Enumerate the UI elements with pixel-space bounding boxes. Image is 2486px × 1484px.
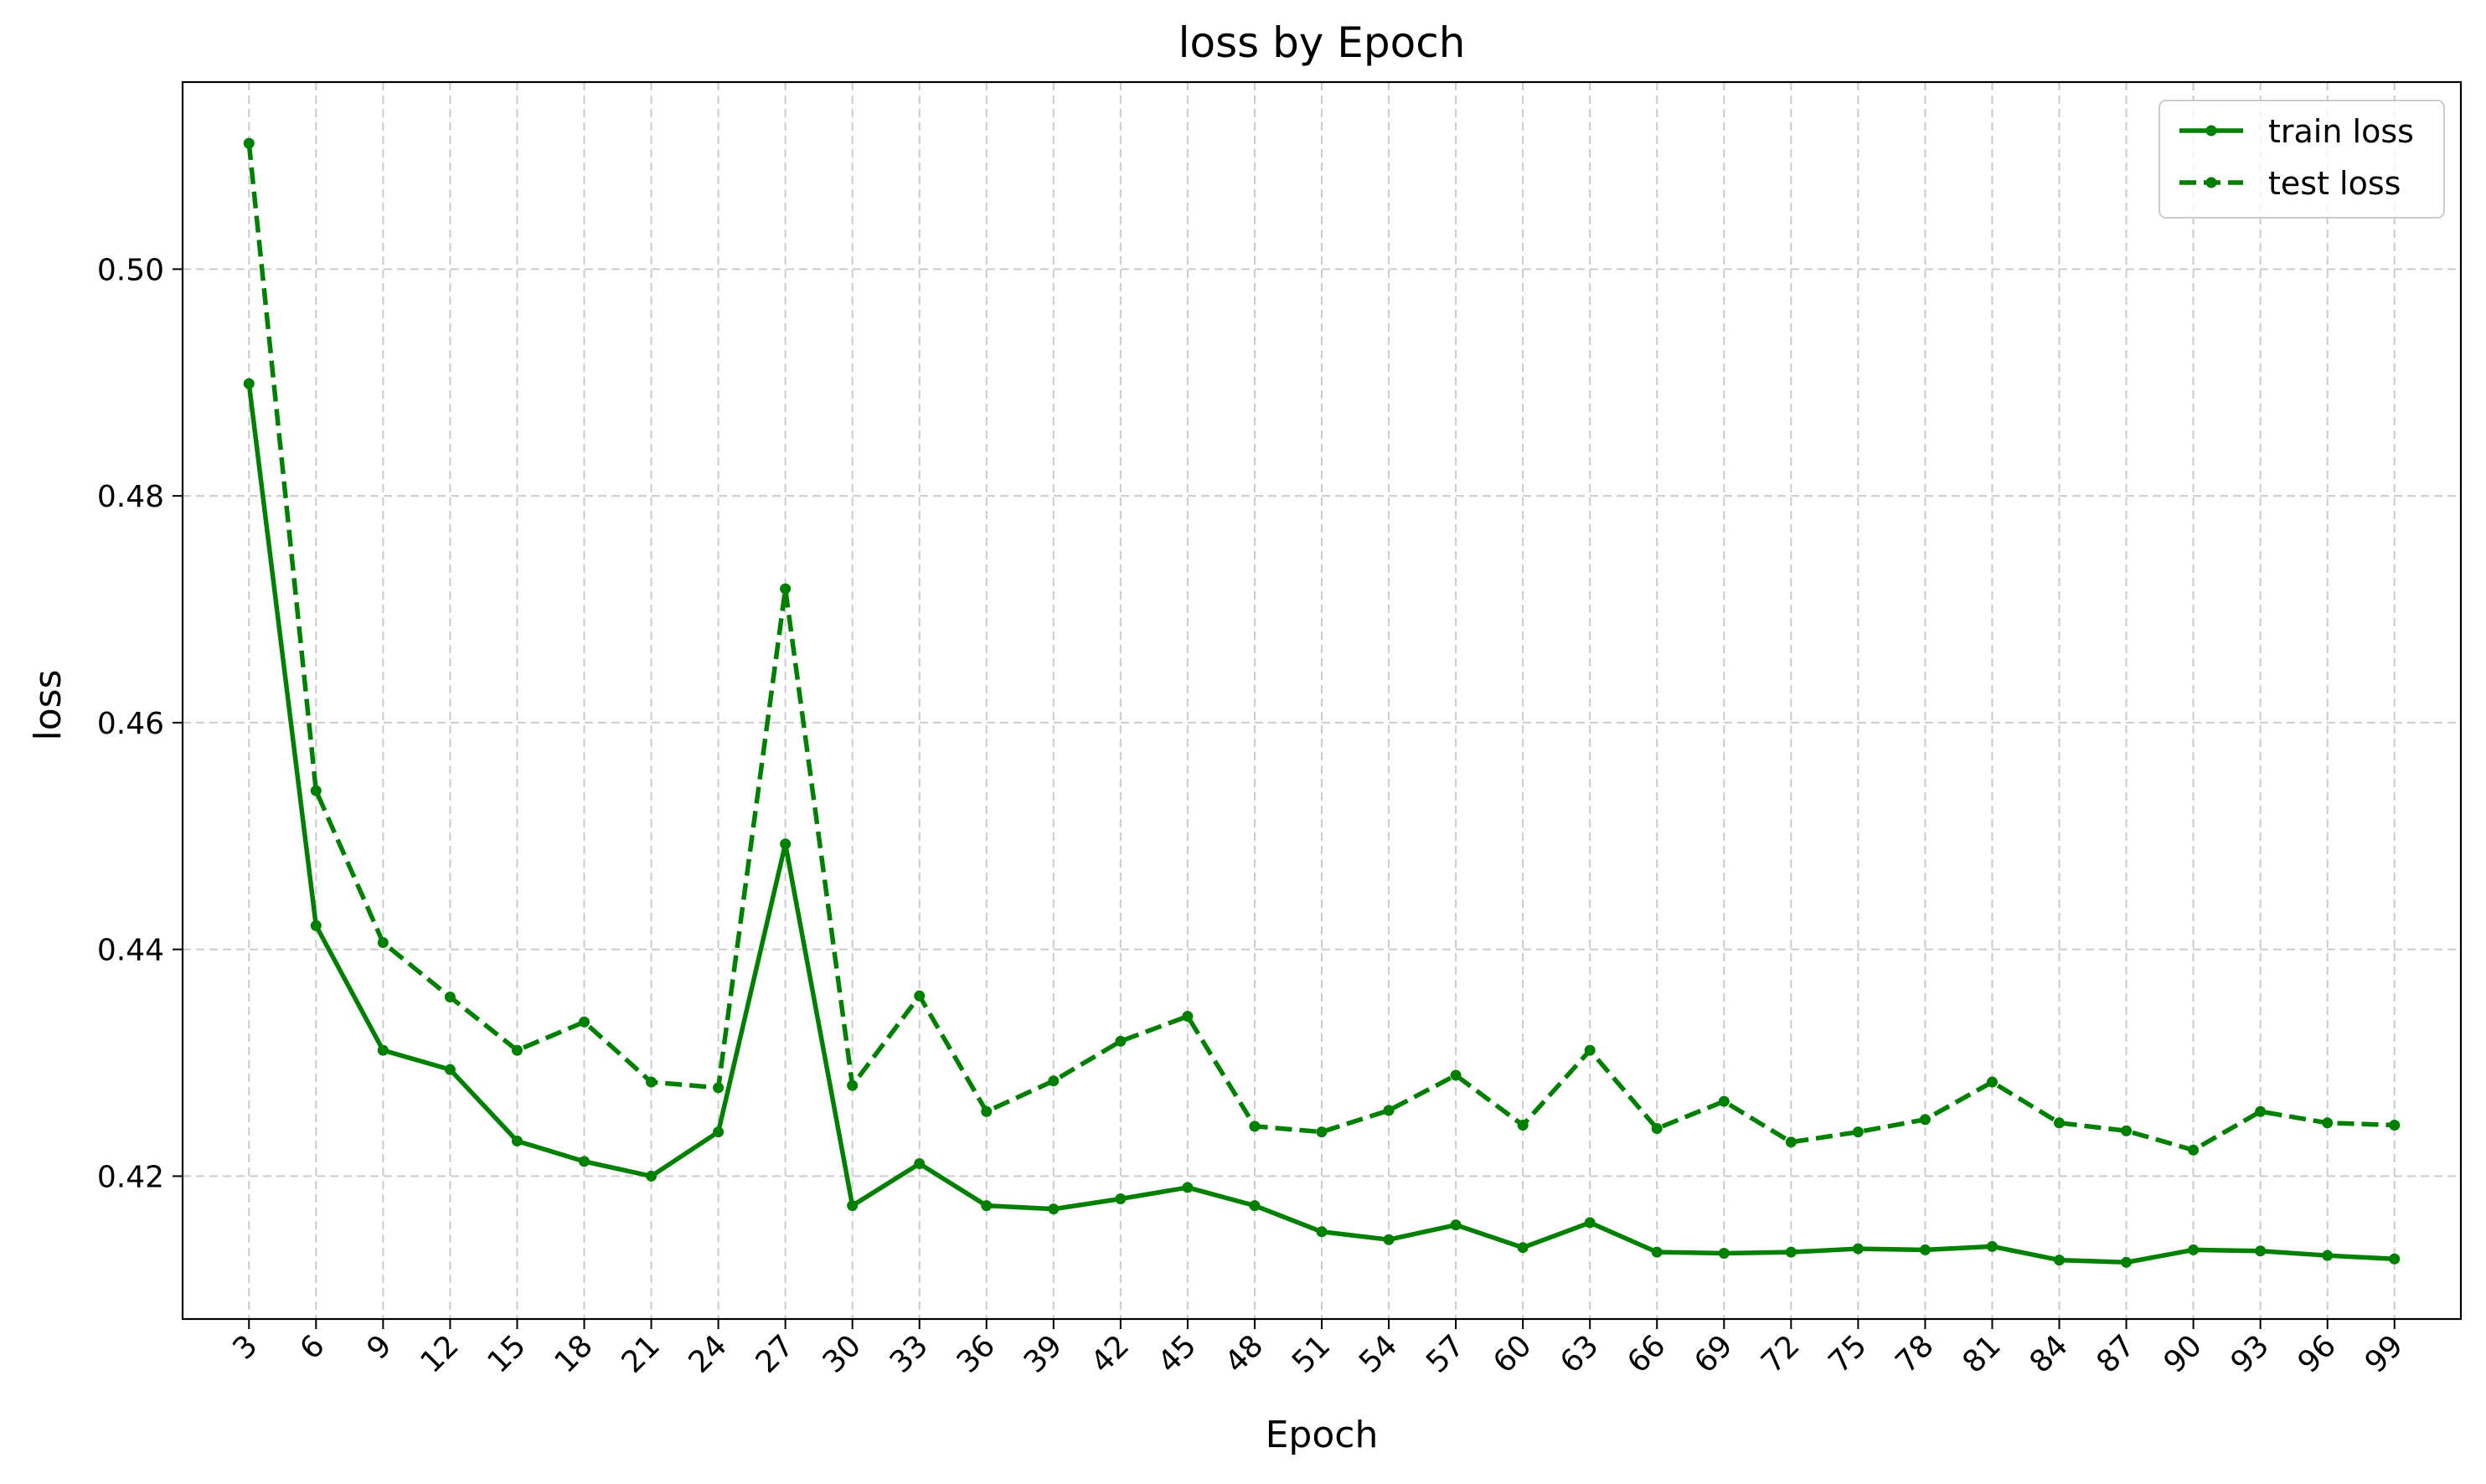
data-point-test-loss [2054, 1117, 2066, 1129]
y-tick-label: 0.46 [97, 707, 164, 741]
y-axis-label: loss [27, 670, 70, 741]
data-point-train-loss [914, 1158, 926, 1170]
legend-marker-test-loss [2205, 177, 2217, 188]
data-point-test-loss [1249, 1121, 1261, 1132]
data-point-train-loss [1584, 1217, 1596, 1229]
data-point-test-loss [1785, 1136, 1797, 1148]
data-point-test-loss [847, 1080, 859, 1091]
series-train-loss [243, 378, 2401, 1268]
y-tick-label: 0.42 [97, 1160, 164, 1194]
legend: train loss test loss [2158, 100, 2445, 219]
legend-marker-train-loss [2205, 125, 2217, 137]
data-point-test-loss [2389, 1119, 2401, 1131]
data-point-test-loss [377, 937, 389, 949]
data-point-test-loss [243, 137, 255, 149]
data-point-test-loss [1852, 1126, 1864, 1138]
y-tick-label: 0.50 [97, 253, 164, 287]
data-point-test-loss [1919, 1114, 1931, 1126]
data-point-test-loss [1986, 1076, 1998, 1088]
data-point-train-loss [377, 1044, 389, 1056]
chart-title: loss by Epoch [1179, 18, 1466, 67]
legend-label-train-loss: train loss [2268, 113, 2414, 150]
grid-lines [183, 82, 2461, 1319]
data-point-test-loss [1383, 1105, 1395, 1116]
data-point-train-loss [1919, 1244, 1931, 1255]
data-point-test-loss [2255, 1105, 2267, 1117]
data-point-train-loss [444, 1064, 456, 1075]
data-point-train-loss [1115, 1193, 1127, 1204]
y-tick-label: 0.48 [97, 480, 164, 514]
data-point-train-loss [2188, 1244, 2200, 1255]
data-point-train-loss [2054, 1255, 2066, 1266]
data-point-test-loss [578, 1016, 590, 1028]
data-point-train-loss [1785, 1246, 1797, 1258]
x-axis-label: Epoch [1266, 1414, 1379, 1456]
data-point-test-loss [2322, 1117, 2334, 1129]
data-point-train-loss [847, 1200, 859, 1212]
data-point-train-loss [1048, 1203, 1060, 1215]
data-point-train-loss [2322, 1250, 2334, 1261]
data-point-train-loss [713, 1126, 725, 1138]
data-point-test-loss [914, 990, 926, 1002]
data-point-train-loss [780, 838, 792, 850]
series-test-loss [243, 137, 2401, 1156]
data-point-test-loss [511, 1044, 523, 1056]
data-point-train-loss [1182, 1182, 1194, 1193]
data-point-test-loss [1517, 1119, 1529, 1131]
data-point-train-loss [310, 920, 322, 931]
legend-label-test-loss: test loss [2268, 165, 2401, 202]
data-point-test-loss [1048, 1075, 1060, 1087]
data-point-train-loss [1986, 1240, 1998, 1252]
y-tick-label: 0.44 [97, 934, 164, 968]
data-point-train-loss [511, 1135, 523, 1146]
data-point-test-loss [1584, 1044, 1596, 1056]
data-point-train-loss [1316, 1226, 1328, 1238]
data-point-test-loss [713, 1082, 725, 1094]
data-point-train-loss [578, 1156, 590, 1167]
data-point-train-loss [1450, 1219, 1462, 1231]
data-point-test-loss [1651, 1123, 1663, 1135]
series-layer [243, 137, 2401, 1268]
data-point-test-loss [310, 785, 322, 796]
data-point-test-loss [1718, 1095, 1730, 1107]
data-point-test-loss [1450, 1069, 1462, 1081]
data-point-train-loss [1651, 1246, 1663, 1258]
data-point-train-loss [243, 378, 255, 389]
data-point-test-loss [646, 1076, 658, 1088]
data-point-test-loss [444, 992, 456, 1003]
data-point-train-loss [981, 1200, 993, 1212]
data-point-test-loss [981, 1105, 993, 1117]
data-point-test-loss [1115, 1035, 1127, 1047]
data-point-test-loss [780, 583, 792, 595]
data-point-train-loss [1517, 1242, 1529, 1254]
data-point-train-loss [1249, 1200, 1261, 1212]
data-point-train-loss [1718, 1247, 1730, 1259]
data-point-test-loss [1316, 1126, 1328, 1138]
data-point-train-loss [2389, 1253, 2401, 1265]
data-point-test-loss [2188, 1144, 2200, 1156]
data-point-test-loss [1182, 1011, 1194, 1023]
data-point-train-loss [1852, 1243, 1864, 1255]
data-point-train-loss [1383, 1234, 1395, 1245]
data-point-train-loss [2121, 1256, 2133, 1268]
data-point-train-loss [2255, 1245, 2267, 1257]
data-point-test-loss [2121, 1125, 2133, 1136]
data-point-train-loss [646, 1170, 658, 1182]
